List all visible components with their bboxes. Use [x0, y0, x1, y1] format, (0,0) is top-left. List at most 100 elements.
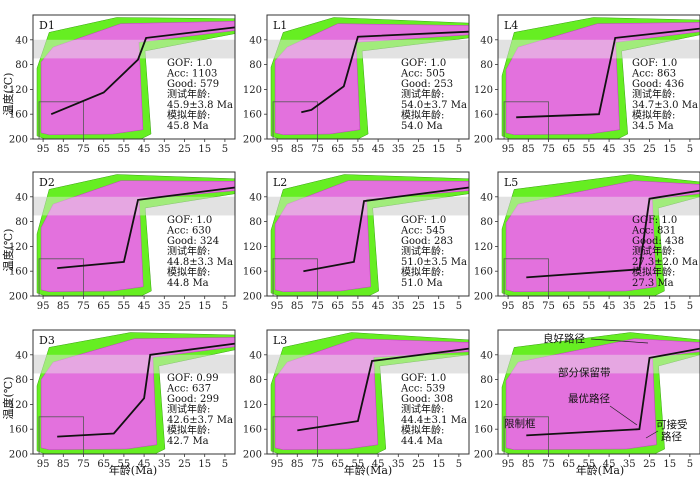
- annotation-leader: [609, 405, 638, 426]
- y-tick-label: 80: [249, 375, 262, 386]
- x-tick-label: 85: [522, 459, 535, 470]
- x-tick-label: 15: [198, 459, 211, 470]
- y-tick-label: 120: [9, 242, 28, 253]
- x-tick-label: 45: [603, 144, 616, 155]
- x-tick-label: 25: [178, 301, 191, 312]
- y-tick-label: 200: [9, 135, 28, 146]
- stat-line: Good: 438: [632, 236, 684, 247]
- x-tick-label: 15: [432, 301, 445, 312]
- y-tick-label: 200: [243, 135, 262, 146]
- x-tick-label: 65: [331, 459, 344, 470]
- x-tick-label: 55: [118, 459, 131, 470]
- stat-line: 模拟年龄:: [167, 424, 210, 437]
- best-path-line: [526, 189, 700, 279]
- annotation-leader: [590, 338, 649, 344]
- x-tick-label: 45: [138, 301, 151, 312]
- x-tick-label: 5: [222, 301, 228, 312]
- stat-line: 模拟年龄:: [401, 424, 444, 437]
- x-tick-label: 75: [311, 144, 324, 155]
- stat-line: 44.4±3.1 Ma: [401, 415, 467, 426]
- x-tick-label: 75: [77, 301, 90, 312]
- best-path-line: [516, 27, 700, 119]
- x-tick-label: 15: [663, 144, 676, 155]
- x-axis-label-col2: 年龄(Ma): [344, 463, 392, 477]
- y-tick-label: 120: [243, 400, 262, 411]
- y-tick-label: 40: [480, 192, 493, 203]
- y-tick-label: 120: [474, 85, 493, 96]
- plot-frame: [497, 329, 700, 455]
- stat-line: 测试年龄:: [401, 403, 444, 416]
- y-tick-label: 200: [474, 292, 493, 303]
- panel-d2: 95 85 75 65 55 45 35 25 15 5 40 80 120 160 200 D2 GOF: 1…: [9, 171, 236, 312]
- x-tick-label: 35: [623, 144, 636, 155]
- x-tick-label: 25: [178, 144, 191, 155]
- stat-line: GOF: 1.0: [167, 215, 212, 226]
- y-tick-label: 120: [243, 242, 262, 253]
- annotation-label: 部分保留带: [558, 366, 611, 379]
- x-tick-label: 15: [198, 144, 211, 155]
- y-tick-label: 40: [15, 192, 28, 203]
- stat-line: 54.0±3.7 Ma: [401, 100, 467, 111]
- y-tick-label: 40: [249, 35, 262, 46]
- stat-line: Acc: 539: [400, 384, 445, 395]
- x-tick-label: 85: [291, 301, 304, 312]
- x-tick-label: 5: [687, 144, 693, 155]
- y-tick-label: 80: [480, 217, 493, 228]
- x-tick-label: 65: [97, 459, 110, 470]
- stat-line: Good: 308: [401, 394, 453, 405]
- panel-label: D3: [39, 334, 55, 347]
- x-tick-label: 25: [412, 459, 425, 470]
- best-path-line: [57, 342, 236, 438]
- x-tick-label: 95: [271, 459, 284, 470]
- stat-line: 测试年龄:: [401, 245, 444, 258]
- y-tick-label: 80: [480, 60, 493, 71]
- x-tick-label: 25: [643, 301, 656, 312]
- stat-line: 42.6±3.7 Ma: [167, 415, 233, 426]
- x-tick-label: 35: [158, 459, 171, 470]
- partial-retention-overlay: [498, 39, 700, 59]
- annotation-label: 最优路径: [568, 392, 610, 405]
- x-tick-label: 65: [97, 144, 110, 155]
- best-path-line: [303, 186, 470, 273]
- plot-frame: [497, 171, 700, 297]
- y-tick-label: 200: [9, 450, 28, 461]
- x-tick-label: 45: [138, 459, 151, 470]
- x-tick-label: 35: [392, 301, 405, 312]
- panel-d3: 95 85 75 65 55 45 35 25 15 5 40 80 120 160 200 D3 GOF: 0…: [9, 329, 236, 470]
- stat-line: Acc: 630: [166, 226, 211, 237]
- partial-retention-overlay: [267, 354, 469, 374]
- y-tick-label: 80: [249, 60, 262, 71]
- x-tick-label: 35: [392, 459, 405, 470]
- partial-retention-overlay: [267, 39, 469, 59]
- x-tick-label: 65: [562, 459, 575, 470]
- y-tick-label: 40: [15, 350, 28, 361]
- panel-l5: 95 85 75 65 55 45 35 25 15 5 40 80 120 160 200 L5 GOF: 1…: [474, 171, 700, 312]
- x-tick-label: 35: [158, 301, 171, 312]
- x-tick-label: 25: [643, 144, 656, 155]
- stat-line: Good: 324: [167, 236, 219, 247]
- x-tick-label: 45: [372, 144, 385, 155]
- stat-line: Good: 436: [632, 79, 684, 90]
- best-path-line: [297, 347, 470, 432]
- y-tick-label: 80: [480, 375, 493, 386]
- x-tick-label: 55: [352, 459, 365, 470]
- partial-retention-overlay: [33, 39, 235, 59]
- y-tick-label: 200: [243, 450, 262, 461]
- stat-line: GOF: 1.0: [401, 215, 446, 226]
- y-tick-label: 160: [9, 267, 28, 278]
- stat-line: 模拟年龄:: [167, 266, 210, 279]
- stat-line: 测试年龄:: [167, 403, 210, 416]
- x-tick-label: 95: [37, 301, 50, 312]
- y-tick-label: 80: [249, 217, 262, 228]
- stat-line: 模拟年龄:: [167, 109, 210, 122]
- panel-label: D2: [39, 176, 55, 189]
- x-tick-label: 75: [542, 301, 555, 312]
- x-axis-label-col3: 年龄(Ma): [576, 463, 624, 477]
- y-tick-label: 160: [243, 110, 262, 121]
- x-tick-label: 95: [271, 301, 284, 312]
- x-axis-label-col1: 年龄(Ma): [109, 463, 157, 477]
- x-tick-label: 75: [542, 459, 555, 470]
- stat-line: GOF: 1.0: [632, 215, 677, 226]
- y-tick-label: 160: [474, 267, 493, 278]
